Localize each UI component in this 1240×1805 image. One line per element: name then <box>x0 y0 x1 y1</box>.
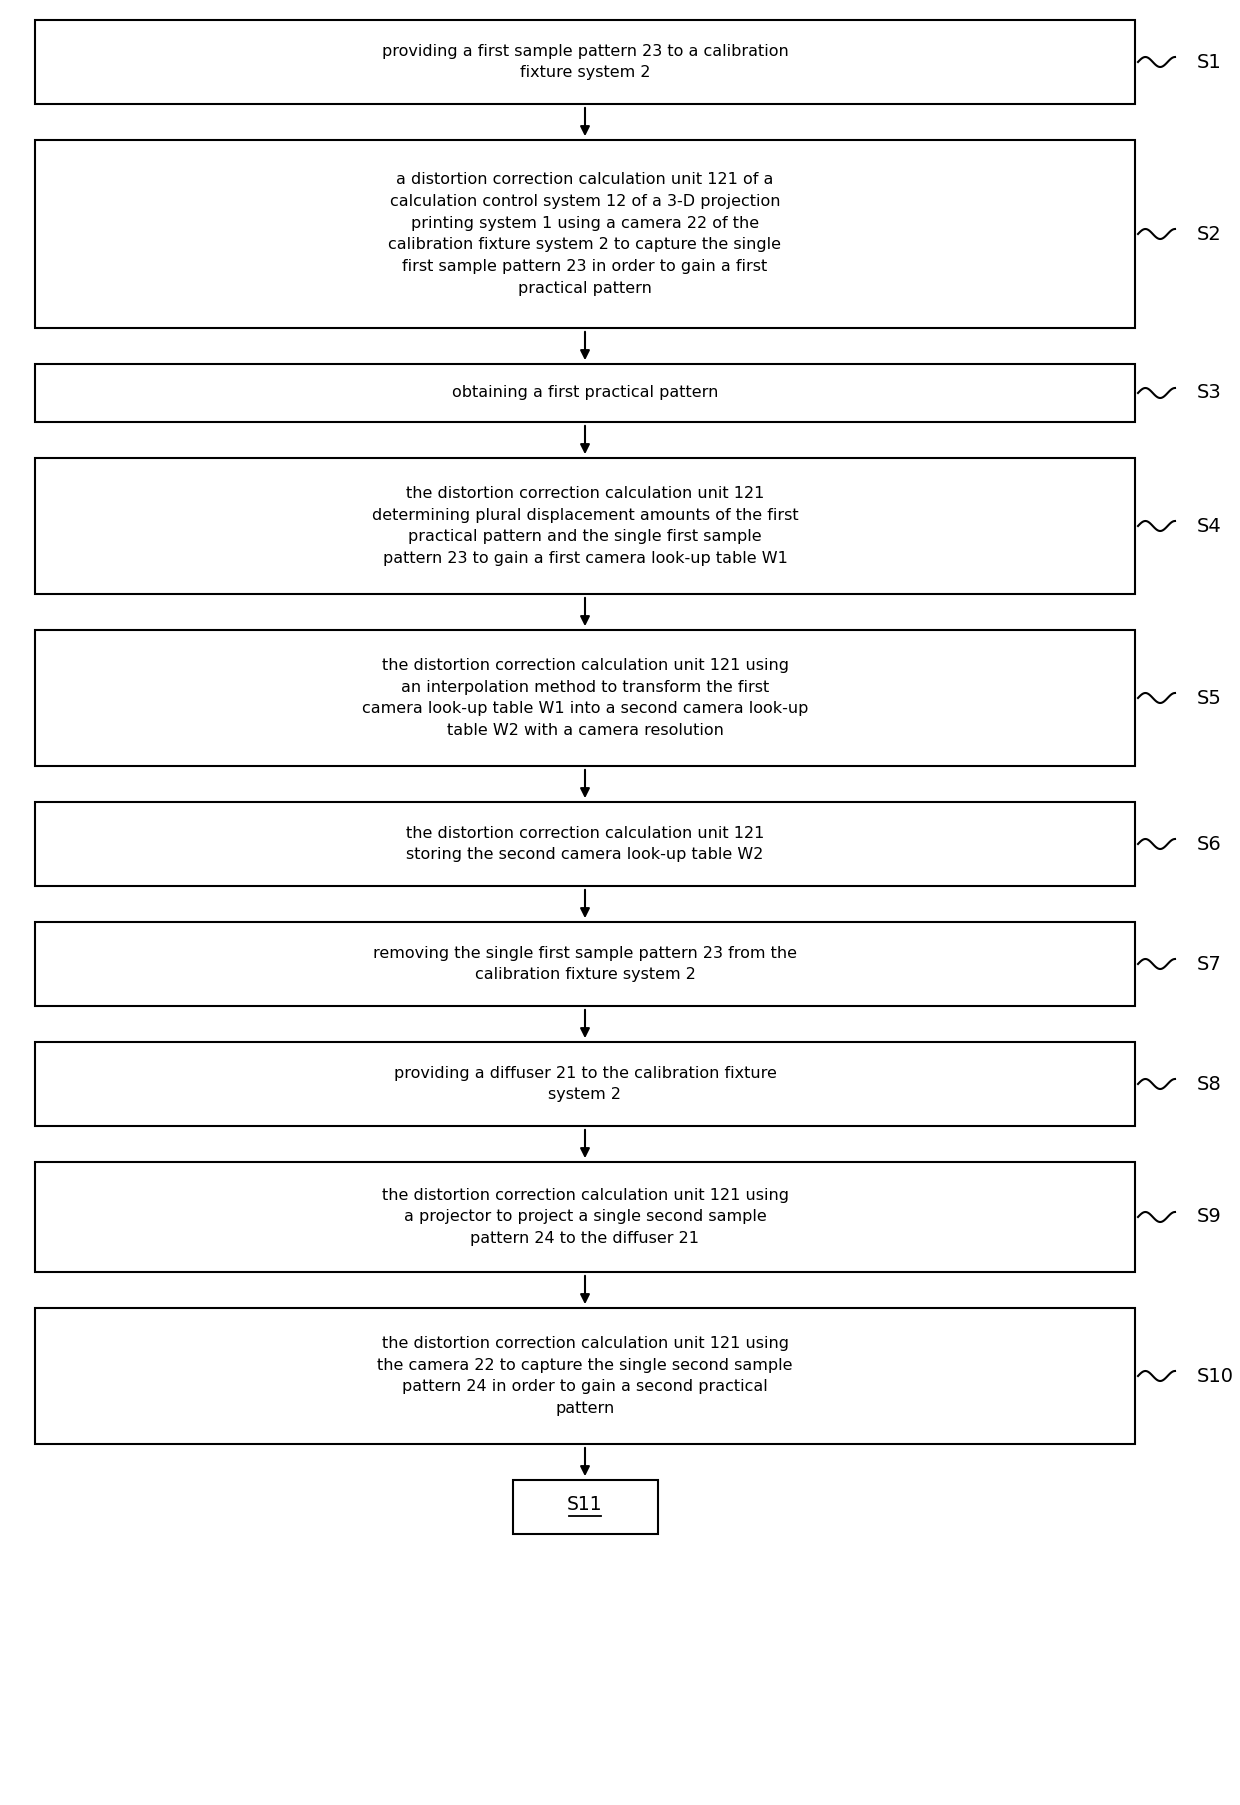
Text: S5: S5 <box>1197 688 1221 708</box>
Text: removing the single first sample pattern 23 from the
calibration fixture system : removing the single first sample pattern… <box>373 946 797 982</box>
Bar <box>35 922 1135 1005</box>
Text: S11: S11 <box>567 1496 603 1514</box>
Text: the distortion correction calculation unit 121 using
the camera 22 to capture th: the distortion correction calculation un… <box>377 1336 792 1415</box>
Text: S9: S9 <box>1197 1208 1221 1227</box>
Text: S10: S10 <box>1197 1366 1234 1386</box>
Bar <box>35 630 1135 765</box>
Bar <box>35 20 1135 105</box>
Text: S2: S2 <box>1197 224 1221 244</box>
Text: the distortion correction calculation unit 121
storing the second camera look-up: the distortion correction calculation un… <box>405 825 764 863</box>
Bar <box>35 365 1135 422</box>
Bar <box>35 801 1135 886</box>
Text: S8: S8 <box>1197 1074 1221 1094</box>
Text: the distortion correction calculation unit 121 using
a projector to project a si: the distortion correction calculation un… <box>382 1188 789 1245</box>
Text: obtaining a first practical pattern: obtaining a first practical pattern <box>451 386 718 401</box>
Text: S3: S3 <box>1197 383 1221 403</box>
Bar <box>35 458 1135 594</box>
Bar <box>35 1041 1135 1126</box>
Text: providing a first sample pattern 23 to a calibration
fixture system 2: providing a first sample pattern 23 to a… <box>382 43 789 79</box>
Bar <box>35 1162 1135 1273</box>
Text: a distortion correction calculation unit 121 of a
calculation control system 12 : a distortion correction calculation unit… <box>388 173 781 296</box>
Text: providing a diffuser 21 to the calibration fixture
system 2: providing a diffuser 21 to the calibrati… <box>393 1065 776 1103</box>
Text: S4: S4 <box>1197 516 1221 536</box>
Text: the distortion correction calculation unit 121 using
an interpolation method to : the distortion correction calculation un… <box>362 659 808 738</box>
Text: the distortion correction calculation unit 121
determining plural displacement a: the distortion correction calculation un… <box>372 486 799 567</box>
Text: S1: S1 <box>1197 52 1221 72</box>
Bar <box>35 141 1135 329</box>
Bar <box>35 1309 1135 1444</box>
Text: S6: S6 <box>1197 834 1221 854</box>
Text: S7: S7 <box>1197 955 1221 973</box>
Bar <box>512 1480 657 1534</box>
